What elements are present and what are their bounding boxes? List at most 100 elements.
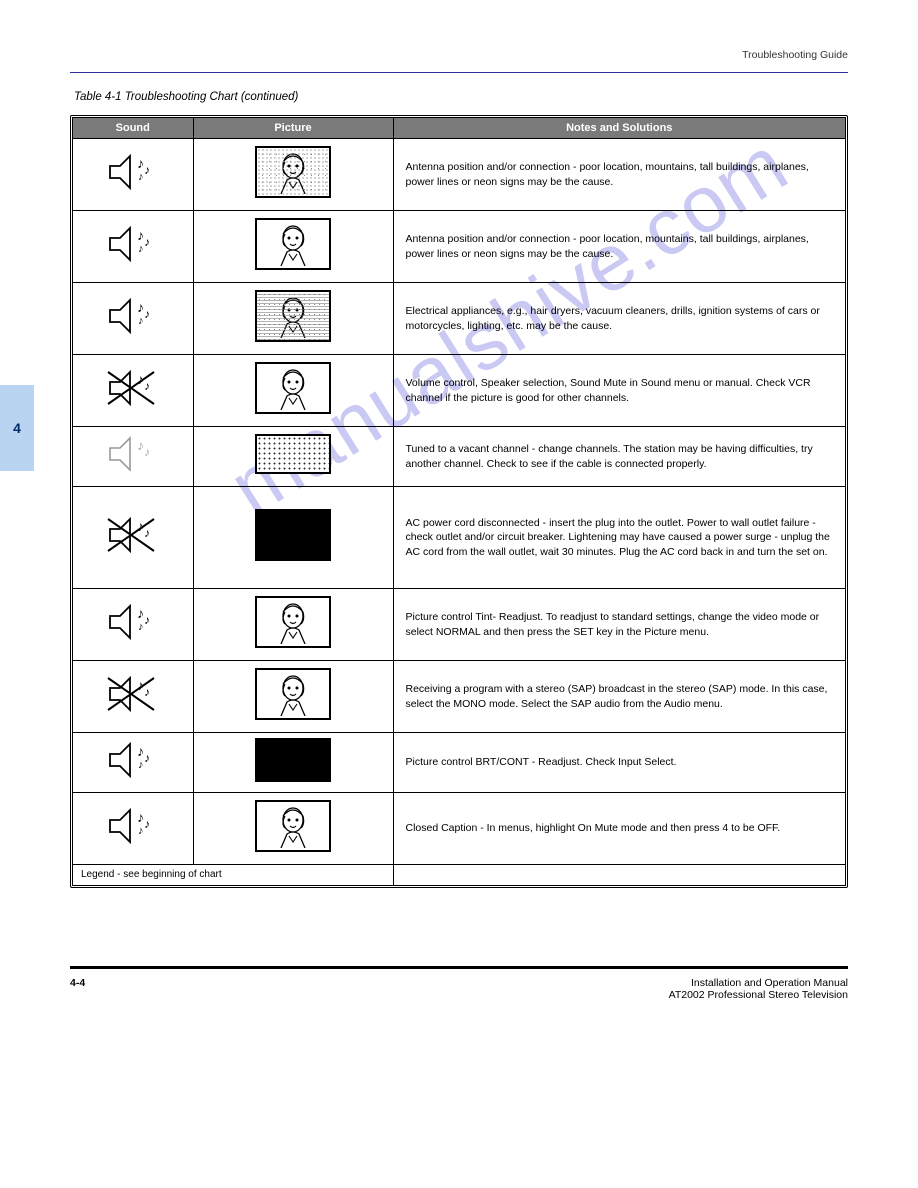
sound-cell: ♪ ♪ ♪ bbox=[73, 211, 193, 283]
speaker-on-icon: ♪ ♪ ♪ bbox=[106, 296, 160, 336]
sound-cell: ♪ ♪ ♪ bbox=[73, 793, 193, 865]
svg-text:♪: ♪ bbox=[137, 301, 144, 316]
picture-black-icon bbox=[255, 509, 331, 561]
table-row: ♪ ♪ AC power cord disconnected - insert … bbox=[73, 487, 845, 589]
speaker-on-icon: ♪ ♪ ♪ bbox=[106, 224, 160, 264]
table-row: ♪ ♪ ♪ Picture control BRT/CONT - Readjus… bbox=[73, 733, 845, 793]
sound-cell: ♪ ♪ bbox=[73, 661, 193, 733]
solution-cell: Antenna position and/or connection - poo… bbox=[393, 139, 845, 211]
svg-text:♪: ♪ bbox=[138, 825, 144, 837]
picture-cell bbox=[193, 139, 393, 211]
picture-snowy-face-icon bbox=[255, 146, 331, 198]
sound-cell: ♪ ♪ bbox=[73, 427, 193, 487]
svg-text:♪: ♪ bbox=[144, 685, 150, 699]
table-subtitle: Table 4-1 Troubleshooting Chart (continu… bbox=[74, 91, 848, 103]
picture-black-icon bbox=[255, 738, 331, 782]
speaker-off-icon: ♪ ♪ bbox=[106, 515, 160, 555]
sound-cell: ♪ ♪ bbox=[73, 487, 193, 589]
svg-text:♪: ♪ bbox=[138, 243, 144, 255]
svg-text:♪: ♪ bbox=[138, 171, 144, 183]
solution-cell: Picture control BRT/CONT - Readjust. Che… bbox=[393, 733, 845, 793]
header-rule: Troubleshooting Guide bbox=[70, 45, 848, 73]
svg-text:♪: ♪ bbox=[144, 445, 150, 459]
troubleshooting-table: Sound Picture Notes and Solutions ♪ ♪ ♪ bbox=[73, 118, 845, 885]
picture-clear-face-icon bbox=[255, 362, 331, 414]
footnote-blank bbox=[393, 865, 845, 885]
picture-cell bbox=[193, 355, 393, 427]
svg-text:♪: ♪ bbox=[144, 235, 150, 249]
page-number: 4-4 bbox=[70, 977, 85, 1001]
footer-title-a: Installation and Operation Manual bbox=[691, 977, 848, 989]
header-right-label: Troubleshooting Guide bbox=[742, 49, 848, 61]
solution-cell: Volume control, Speaker selection, Sound… bbox=[393, 355, 845, 427]
picture-snow-only-icon bbox=[255, 434, 331, 474]
svg-text:♪: ♪ bbox=[138, 621, 144, 633]
table-header-row: Sound Picture Notes and Solutions bbox=[73, 118, 845, 139]
svg-text:♪: ♪ bbox=[144, 526, 150, 540]
svg-text:♪: ♪ bbox=[144, 307, 150, 321]
speaker-off-icon: ♪ ♪ bbox=[106, 368, 160, 408]
footnote-cell: Legend - see beginning of chart bbox=[73, 865, 393, 885]
col-header-solution: Notes and Solutions bbox=[393, 118, 845, 139]
sound-cell: ♪ ♪ ♪ bbox=[73, 283, 193, 355]
solution-cell: Antenna position and/or connection - poo… bbox=[393, 211, 845, 283]
picture-clear-face-icon bbox=[255, 596, 331, 648]
picture-cell bbox=[193, 427, 393, 487]
svg-text:♪: ♪ bbox=[144, 751, 150, 765]
solution-cell: Closed Caption - In menus, highlight On … bbox=[393, 793, 845, 865]
speaker-on-icon: ♪ ♪ ♪ bbox=[106, 602, 160, 642]
table-row: ♪ ♪ ♪ Picture control Tint- Readjust. To… bbox=[73, 589, 845, 661]
picture-cell bbox=[193, 733, 393, 793]
table-footnote-row: Legend - see beginning of chart bbox=[73, 865, 845, 885]
solution-cell: Electrical appliances, e.g., hair dryers… bbox=[393, 283, 845, 355]
svg-text:♪: ♪ bbox=[137, 745, 144, 760]
sound-cell: ♪ ♪ ♪ bbox=[73, 589, 193, 661]
picture-clear-face-icon bbox=[255, 668, 331, 720]
solution-cell: Picture control Tint- Readjust. To readj… bbox=[393, 589, 845, 661]
speaker-on-icon: ♪ ♪ ♪ bbox=[106, 152, 160, 192]
picture-cell bbox=[193, 661, 393, 733]
picture-noise-lines-icon bbox=[255, 290, 331, 342]
table-row: ♪ ♪ ♪ Antenna position and/or connection… bbox=[73, 211, 845, 283]
page-footer: 4-4 Installation and Operation Manual AT… bbox=[70, 966, 848, 1001]
troubleshooting-table-wrapper: Sound Picture Notes and Solutions ♪ ♪ ♪ bbox=[70, 115, 848, 888]
svg-text:♪: ♪ bbox=[137, 607, 144, 622]
solution-cell: Receiving a program with a stereo (SAP) … bbox=[393, 661, 845, 733]
sound-cell: ♪ ♪ ♪ bbox=[73, 139, 193, 211]
svg-text:♪: ♪ bbox=[144, 613, 150, 627]
table-row: ♪ ♪ Tuned to a vacant channel - change c… bbox=[73, 427, 845, 487]
table-row: ♪ ♪ ♪ Closed Caption - In menus, highlig… bbox=[73, 793, 845, 865]
solution-cell: Tuned to a vacant channel - change chann… bbox=[393, 427, 845, 487]
picture-cell bbox=[193, 793, 393, 865]
solution-cell: AC power cord disconnected - insert the … bbox=[393, 487, 845, 589]
picture-clear-face-icon bbox=[255, 218, 331, 270]
speaker-dim-icon: ♪ ♪ bbox=[106, 434, 160, 474]
page-content: Troubleshooting Guide Table 4-1 Troubles… bbox=[0, 0, 918, 1041]
picture-cell bbox=[193, 283, 393, 355]
picture-cell bbox=[193, 211, 393, 283]
picture-cell bbox=[193, 589, 393, 661]
svg-text:♪: ♪ bbox=[137, 811, 144, 826]
speaker-on-icon: ♪ ♪ ♪ bbox=[106, 740, 160, 780]
svg-text:♪: ♪ bbox=[137, 157, 144, 172]
table-row: ♪ ♪ ♪ Antenna position and/or connection… bbox=[73, 139, 845, 211]
col-header-picture: Picture bbox=[193, 118, 393, 139]
svg-text:♪: ♪ bbox=[144, 379, 150, 393]
table-row: ♪ ♪ Receiving a program with a stereo (S… bbox=[73, 661, 845, 733]
picture-clear-face-icon bbox=[255, 800, 331, 852]
svg-text:♪: ♪ bbox=[144, 817, 150, 831]
svg-text:♪: ♪ bbox=[144, 163, 150, 177]
footer-title-b: AT2002 Professional Stereo Television bbox=[669, 989, 848, 1001]
picture-cell bbox=[193, 487, 393, 589]
speaker-off-icon: ♪ ♪ bbox=[106, 674, 160, 714]
col-header-sound: Sound bbox=[73, 118, 193, 139]
table-row: ♪ ♪ ♪ Electrical appliances, e.g., hair … bbox=[73, 283, 845, 355]
sound-cell: ♪ ♪ ♪ bbox=[73, 733, 193, 793]
svg-text:♪: ♪ bbox=[137, 229, 144, 244]
svg-text:♪: ♪ bbox=[137, 439, 144, 454]
speaker-on-icon: ♪ ♪ ♪ bbox=[106, 806, 160, 846]
svg-text:♪: ♪ bbox=[138, 315, 144, 327]
sound-cell: ♪ ♪ bbox=[73, 355, 193, 427]
table-row: ♪ ♪ Volume control, Speaker selection, S… bbox=[73, 355, 845, 427]
svg-text:♪: ♪ bbox=[138, 759, 144, 771]
